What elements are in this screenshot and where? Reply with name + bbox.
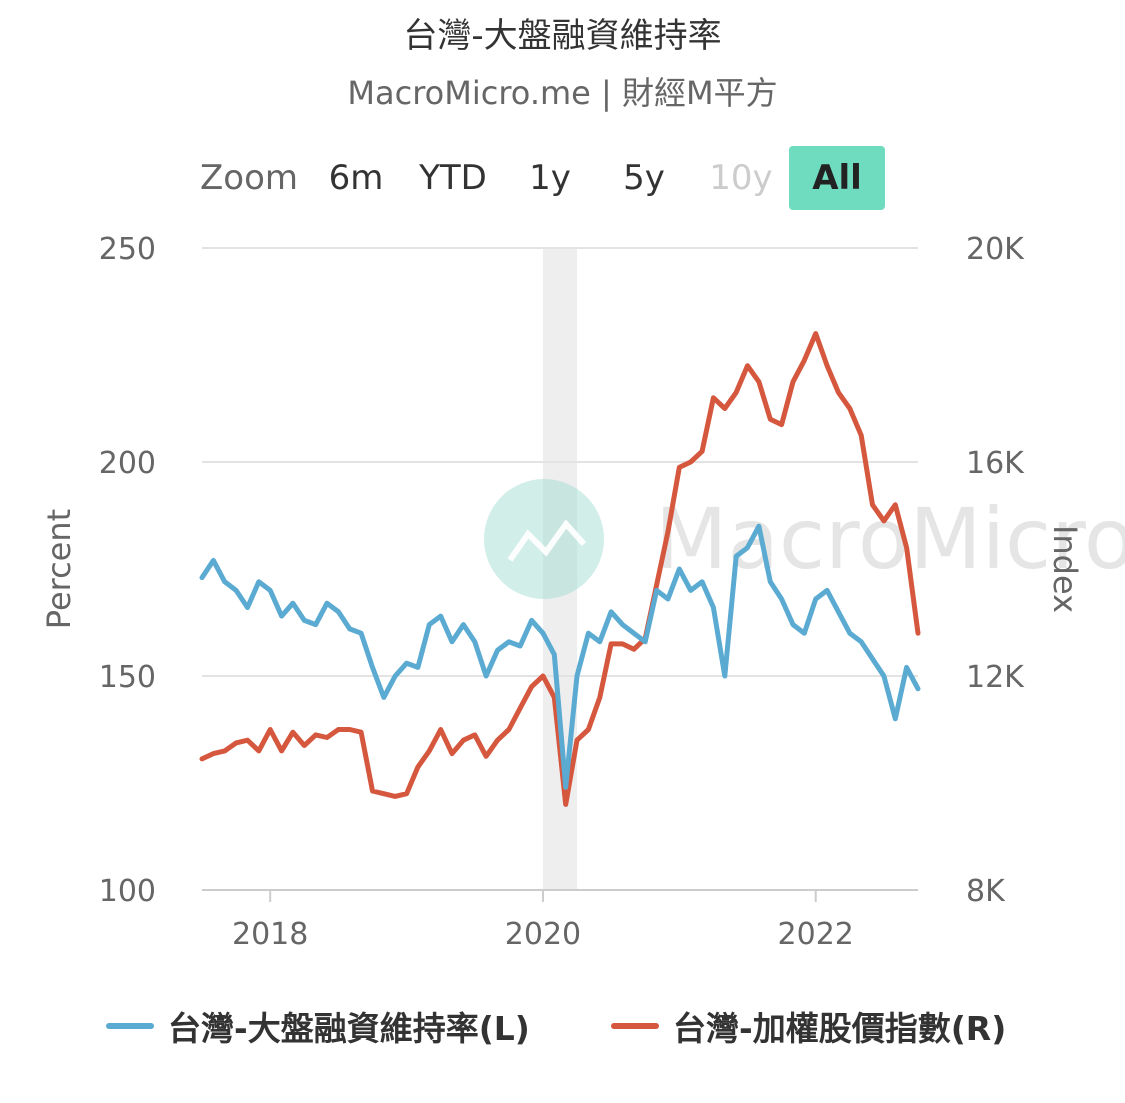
chart-title: 台灣-大盤融資維持率 bbox=[403, 16, 722, 56]
series-layer bbox=[199, 331, 921, 807]
x-tick-label: 2020 bbox=[505, 917, 581, 952]
y-right-tick-label: 16K bbox=[966, 446, 1025, 481]
range-button-1y[interactable]: 1y bbox=[529, 158, 571, 198]
x-tick-label: 2018 bbox=[232, 917, 308, 952]
grid-layer bbox=[202, 247, 918, 891]
zoom-label: Zoom bbox=[200, 158, 299, 198]
y-right-tick-label: 8K bbox=[966, 874, 1006, 909]
range-button-10y: 10y bbox=[709, 158, 773, 198]
series-line-taiex bbox=[199, 331, 921, 807]
range-button-all[interactable]: All bbox=[789, 146, 885, 210]
range-button-ytd[interactable]: YTD bbox=[419, 158, 487, 198]
chart-svg: MacroMicro 100 150 200 250 8K 12K 16K 20K 2018 20… bbox=[40, 232, 1125, 952]
legend-swatch-margin bbox=[106, 1023, 154, 1029]
y-left-axis-title: Percent bbox=[40, 509, 78, 629]
y-right-tick-label: 20K bbox=[966, 232, 1025, 267]
y-right-tick-label: 12K bbox=[966, 660, 1025, 695]
watermark: MacroMicro bbox=[484, 479, 1125, 599]
x-tick-label: 2022 bbox=[778, 917, 854, 952]
y-left-tick-label: 250 bbox=[99, 232, 156, 267]
y-left-tick-label: 150 bbox=[99, 660, 156, 695]
legend-swatch-taiex bbox=[611, 1023, 659, 1029]
y-left-tick-label: 100 bbox=[99, 874, 156, 909]
legend-item-taiex[interactable]: 台灣-加權股價指數(R) bbox=[611, 1004, 1006, 1048]
axis-layer: 100 150 200 250 8K 12K 16K 20K 2018 2020 2022 Perce… bbox=[40, 232, 1084, 952]
legend-label-taiex: 台灣-加權股價指數(R) bbox=[673, 1009, 1007, 1048]
legend-item-margin[interactable]: 台灣-大盤融資維持率(L) bbox=[106, 1004, 530, 1048]
watermark-logo-mark bbox=[507, 519, 587, 562]
chart-subtitle: MacroMicro.me | 財經M平方 bbox=[347, 74, 778, 112]
range-button-5y[interactable]: 5y bbox=[623, 158, 665, 198]
y-left-tick-label: 200 bbox=[99, 446, 156, 481]
y-right-axis-title: Index bbox=[1046, 525, 1084, 613]
watermark-logo-icon bbox=[484, 479, 604, 599]
legend-label-margin: 台灣-大盤融資維持率(L) bbox=[168, 1009, 530, 1048]
series-line-margin-ratio bbox=[199, 523, 921, 790]
range-button-6m[interactable]: 6m bbox=[328, 158, 384, 198]
